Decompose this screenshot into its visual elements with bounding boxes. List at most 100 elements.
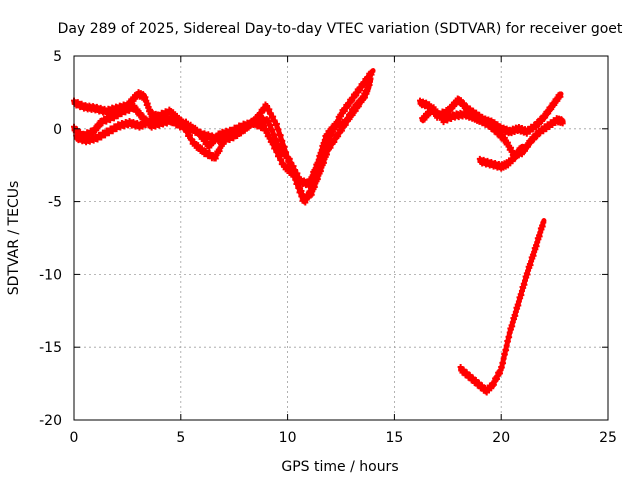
data-point <box>463 112 467 116</box>
series-track <box>477 143 526 170</box>
data-point <box>555 118 559 122</box>
data-point <box>106 130 110 134</box>
data-point <box>326 147 330 151</box>
y-axis-label: SDTVAR / TECUs <box>6 181 22 296</box>
series-track <box>71 85 372 202</box>
data-point <box>264 104 268 108</box>
data-point <box>418 101 422 105</box>
data-point <box>478 159 482 163</box>
data-series <box>71 68 566 396</box>
x-tick-label: 5 <box>176 430 185 446</box>
data-point <box>499 127 503 131</box>
data-point <box>318 170 322 174</box>
data-point <box>83 105 87 109</box>
data-point <box>486 122 490 126</box>
data-point <box>196 130 200 134</box>
series-track <box>73 76 374 187</box>
series-track-6 <box>476 143 526 172</box>
data-point <box>456 98 460 102</box>
data-point <box>136 92 140 96</box>
data-point <box>491 383 495 387</box>
data-point <box>546 124 550 128</box>
series-track <box>458 218 547 394</box>
y-tick-label: -15 <box>39 340 62 356</box>
chart-title: Day 289 of 2025, Sidereal Day-to-day VTE… <box>58 21 623 37</box>
x-tick-label: 25 <box>599 430 617 446</box>
data-point <box>561 120 565 124</box>
data-point <box>138 124 142 128</box>
data-point <box>465 106 469 110</box>
data-point <box>117 124 121 128</box>
data-point <box>100 120 104 124</box>
x-tick-label: 20 <box>492 430 510 446</box>
data-point <box>277 146 281 150</box>
data-point <box>307 182 311 186</box>
data-point <box>271 141 275 145</box>
x-tick-label: 0 <box>70 430 79 446</box>
data-point <box>489 162 493 166</box>
data-point <box>516 127 520 131</box>
data-point <box>550 104 554 108</box>
data-point <box>234 131 238 135</box>
data-point <box>369 77 373 81</box>
data-point <box>446 109 450 113</box>
data-point <box>337 131 341 135</box>
data-point <box>427 104 431 108</box>
data-point <box>298 179 302 183</box>
data-point <box>499 165 503 169</box>
data-point <box>324 134 328 138</box>
data-point <box>506 162 510 166</box>
data-point <box>262 125 266 129</box>
data-point <box>525 130 529 134</box>
series-track-3 <box>73 75 374 190</box>
data-point <box>499 367 503 371</box>
data-point <box>476 382 480 386</box>
data-point <box>333 124 337 128</box>
data-point <box>533 246 537 250</box>
data-point <box>95 136 99 140</box>
data-point <box>542 115 546 119</box>
data-point <box>104 109 108 113</box>
data-point <box>467 374 471 378</box>
series-track-7 <box>457 218 547 396</box>
data-point <box>478 118 482 122</box>
data-point <box>192 141 196 145</box>
data-point <box>525 272 529 276</box>
data-point <box>121 109 125 113</box>
data-point <box>309 192 313 196</box>
x-tick-label: 10 <box>279 430 297 446</box>
data-point <box>142 95 146 99</box>
data-point <box>512 156 516 160</box>
data-point <box>275 124 279 128</box>
data-point <box>495 130 499 134</box>
axis-ticks: 0 5 10 15 20 25 -20 -15 -10 -5 0 5 <box>39 49 617 446</box>
data-point <box>516 302 520 306</box>
data-point <box>281 163 285 167</box>
plot-frame <box>73 55 609 421</box>
data-point <box>538 130 542 134</box>
data-point <box>339 112 343 116</box>
data-point <box>316 162 320 166</box>
data-point <box>420 118 424 122</box>
data-point <box>542 219 546 223</box>
data-point <box>508 331 512 335</box>
data-point <box>147 120 151 124</box>
x-axis-label: GPS time / hours <box>281 459 398 475</box>
data-point <box>362 95 366 99</box>
data-point <box>288 159 292 163</box>
data-point <box>266 120 270 124</box>
data-point <box>202 150 206 154</box>
data-point <box>168 109 172 113</box>
data-point <box>213 156 217 160</box>
data-point <box>132 105 136 109</box>
data-point <box>459 367 463 371</box>
data-point <box>533 124 537 128</box>
data-point <box>471 115 475 119</box>
data-point <box>207 144 211 148</box>
data-point <box>74 136 78 140</box>
data-point <box>245 124 249 128</box>
data-point <box>224 136 228 140</box>
data-point <box>521 144 525 148</box>
data-point <box>157 114 161 118</box>
